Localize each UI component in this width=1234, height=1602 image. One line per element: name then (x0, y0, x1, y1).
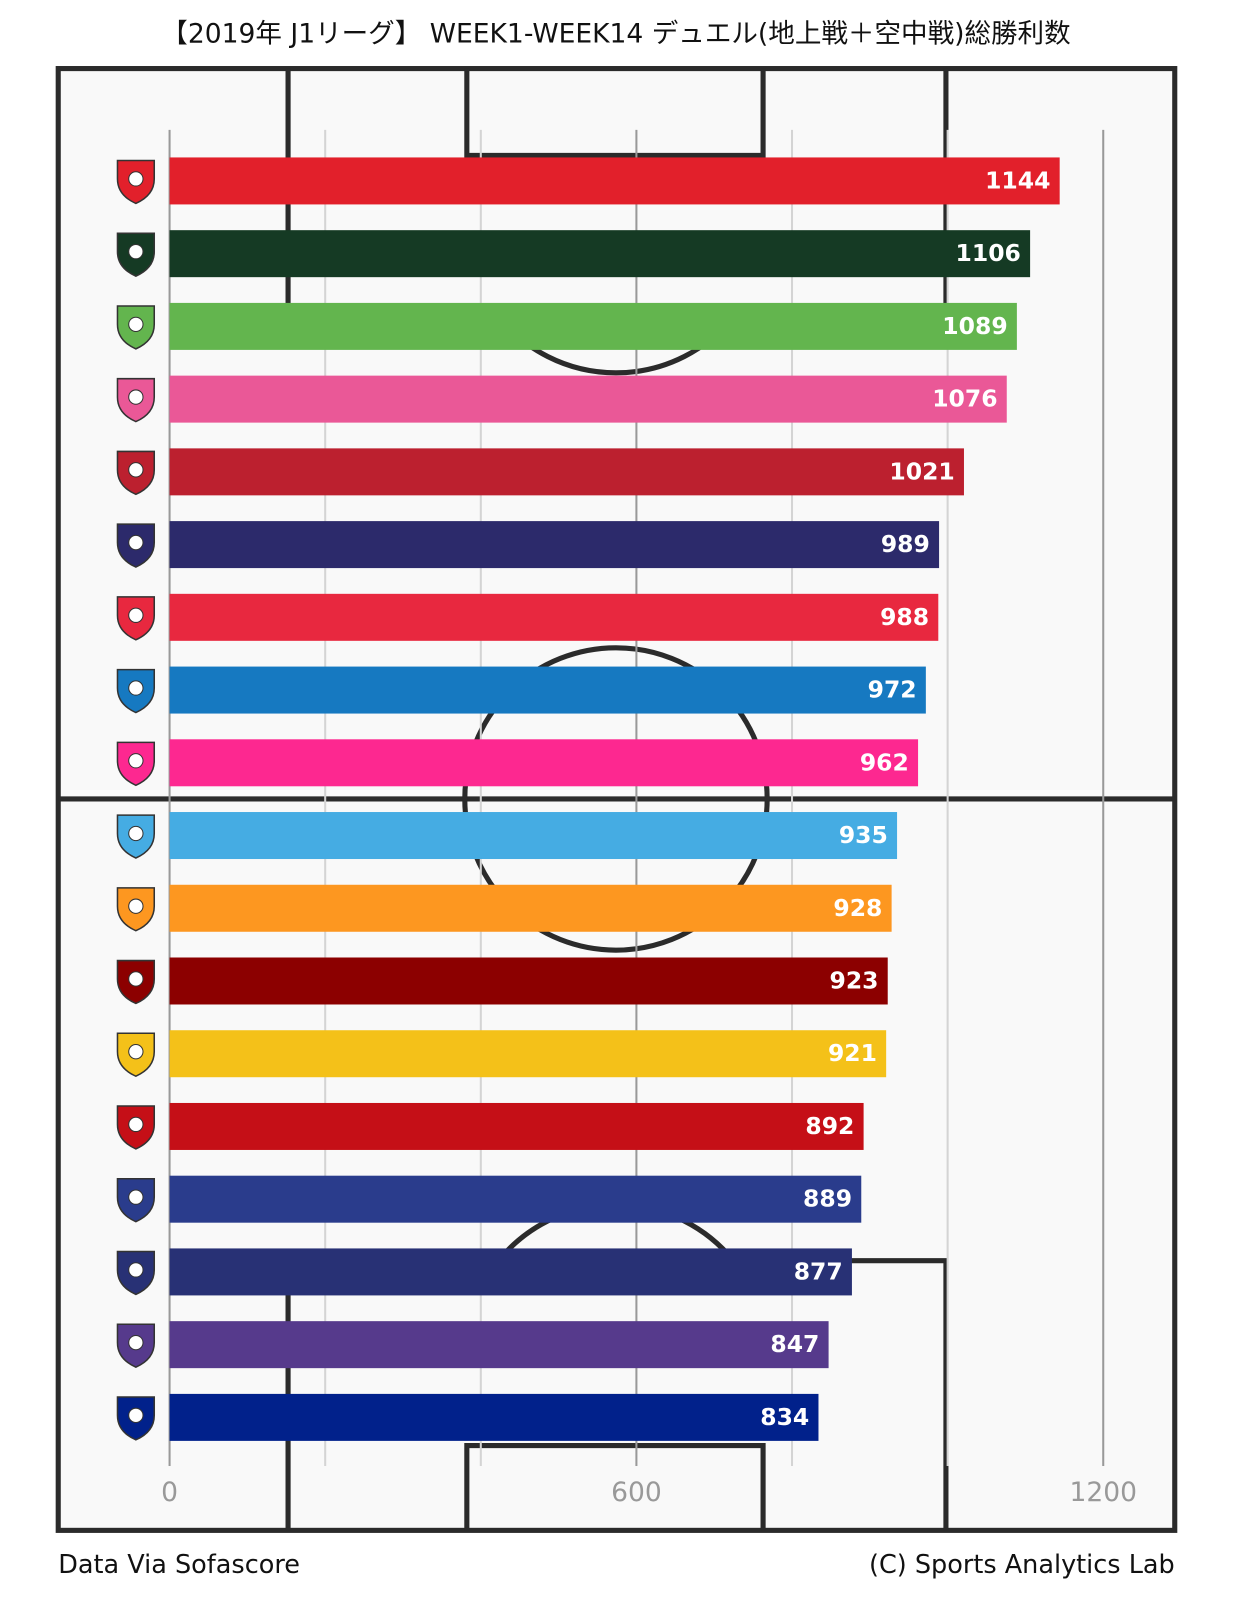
x-tick-label: 600 (611, 1477, 662, 1508)
value-label: 1021 (889, 457, 954, 485)
team-logo-detail (128, 1407, 144, 1424)
value-label: 847 (770, 1330, 819, 1358)
bar (169, 812, 898, 860)
bar (169, 1321, 829, 1369)
team-logo-detail (128, 825, 144, 842)
bar (169, 739, 919, 787)
team-logo-detail (128, 1334, 144, 1351)
goal-area (464, 1443, 766, 1531)
bar (169, 666, 926, 714)
team-logo-detail (128, 171, 144, 187)
value-label: 1106 (956, 239, 1021, 267)
bar (169, 1102, 864, 1150)
value-label: 923 (829, 967, 878, 995)
bar (169, 884, 892, 932)
team-logo-detail (128, 971, 144, 987)
bar (169, 230, 1031, 278)
bar (169, 1030, 887, 1078)
team-logo-detail (128, 607, 144, 623)
team-logo-detail (128, 1262, 144, 1278)
team-logo-detail (128, 1044, 144, 1060)
team-logo-detail (128, 462, 144, 478)
goal-area (464, 68, 766, 158)
bar (169, 957, 888, 1005)
value-label: 892 (805, 1112, 854, 1140)
value-label: 1144 (985, 166, 1050, 194)
chart-title: 【2019年 J1リーグ】 WEEK1-WEEK14 デュエル(地上戦＋空中戦)… (161, 18, 1070, 49)
center-circle (462, 645, 770, 953)
value-label: 1089 (942, 312, 1007, 340)
x-tick-label: 1200 (1069, 1477, 1137, 1508)
bar (169, 157, 1060, 205)
value-label: 928 (833, 894, 882, 922)
team-logo-detail (128, 316, 144, 333)
x-tick-label: 0 (161, 1477, 178, 1508)
team-logo-detail (128, 243, 144, 260)
team-logo-detail (128, 753, 144, 769)
value-label: 889 (803, 1185, 852, 1213)
source: Data Via Sofascore (58, 1550, 300, 1580)
team-logo-detail (128, 1116, 144, 1133)
team-logo-detail (128, 680, 144, 696)
value-label: 989 (881, 530, 930, 558)
value-label: 921 (828, 1039, 877, 1067)
team-logo-detail (128, 1189, 144, 1205)
bar (169, 302, 1017, 350)
value-label: 834 (760, 1403, 809, 1431)
bar (169, 593, 939, 641)
value-label: 1076 (932, 385, 997, 413)
bar (169, 1248, 852, 1296)
bar (169, 448, 964, 496)
credit: (C) Sports Analytics Lab (869, 1550, 1175, 1580)
value-label: 962 (860, 748, 909, 776)
bar (169, 375, 1007, 423)
value-label: 935 (839, 821, 888, 849)
bar (169, 521, 940, 569)
value-label: 988 (880, 603, 929, 631)
team-logo-detail (128, 389, 144, 405)
team-logo-detail (128, 534, 144, 551)
bar (169, 1175, 862, 1223)
value-label: 877 (794, 1257, 843, 1285)
bar (169, 1393, 819, 1441)
value-label: 972 (868, 676, 917, 704)
team-logo-detail (128, 898, 144, 914)
